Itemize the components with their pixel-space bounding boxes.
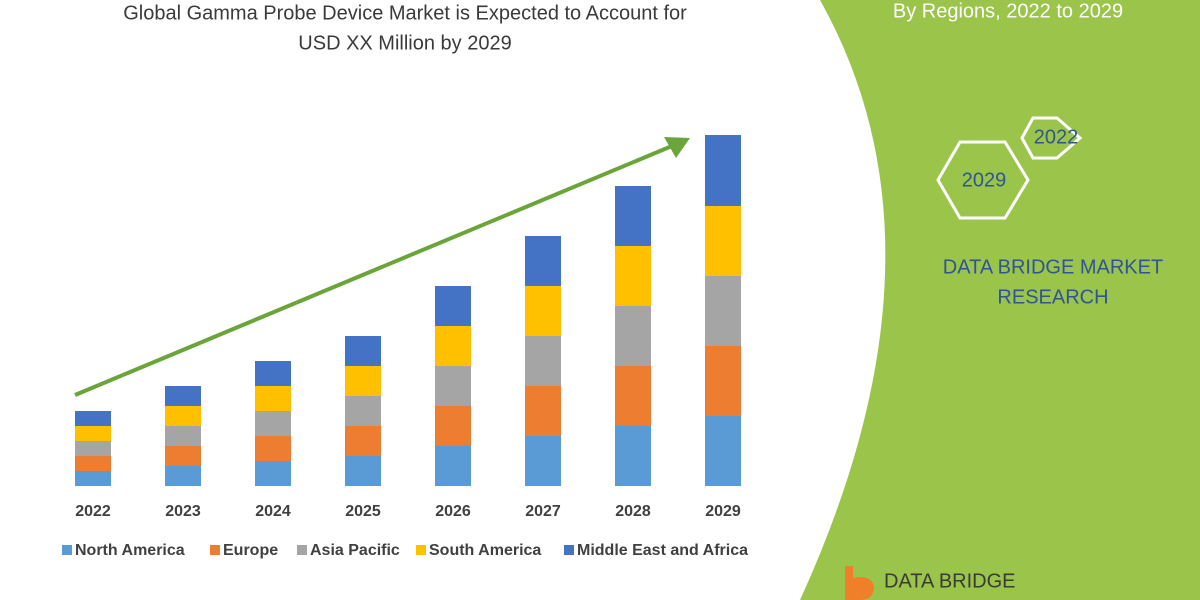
panel-subtitle: By Regions, 2022 to 2029 (893, 0, 1123, 22)
legend-swatch (62, 545, 72, 555)
x-tick-label: 2029 (705, 503, 741, 520)
legend-label: Middle East and Africa (577, 542, 748, 559)
bar-segment (525, 386, 561, 436)
bar-segment (525, 436, 561, 486)
bar-segment (615, 186, 651, 246)
x-tick-label: 2024 (255, 503, 291, 520)
legend-swatch (297, 545, 307, 555)
bar-segment (75, 426, 111, 441)
bar-segment (615, 306, 651, 366)
bar-segment (435, 286, 471, 326)
bar-segment (345, 396, 381, 426)
bar-segment (165, 426, 201, 446)
brand-name: RESEARCH (997, 286, 1108, 308)
bar-segment (75, 471, 111, 486)
logo-text: DATA BRIDGE (884, 570, 1016, 592)
x-tick-label: 2023 (165, 503, 201, 520)
bar-segment (705, 276, 741, 346)
bar-segment (435, 366, 471, 406)
chart-title: USD XX Million by 2029 (298, 32, 511, 54)
hexagon (1020, 116, 1083, 160)
bar-segment (75, 456, 111, 471)
x-tick-label: 2028 (615, 503, 651, 520)
bar-segment (705, 135, 741, 206)
bar-segment (255, 361, 291, 386)
bar-segment (435, 326, 471, 366)
bar-segment (705, 346, 741, 416)
legend-swatch (564, 545, 574, 555)
bar-segment (525, 236, 561, 286)
x-tick-label: 2022 (75, 503, 111, 520)
bar-segment (165, 446, 201, 466)
trend-arrow (74, 144, 673, 397)
x-tick-label: 2026 (435, 503, 471, 520)
x-tick-label: 2025 (345, 503, 381, 520)
bar-segment (165, 406, 201, 426)
legend-label: North America (75, 542, 185, 559)
bar-segment (75, 441, 111, 456)
bar-segment (345, 456, 381, 486)
bar-segment (615, 426, 651, 486)
bar-segment (255, 386, 291, 411)
hexagon-label: 2022 (1034, 126, 1079, 148)
arrow-head (664, 137, 690, 158)
side-panel (800, 0, 1200, 600)
bar-segment (525, 336, 561, 386)
bar-segment (615, 366, 651, 426)
hexagon (936, 140, 1030, 220)
x-tick-label: 2027 (525, 503, 561, 520)
hexagon-label: 2029 (962, 169, 1007, 191)
legend-swatch (210, 545, 220, 555)
bar-segment (255, 461, 291, 486)
bar-segment (435, 446, 471, 486)
legend-label: Europe (223, 542, 278, 559)
bar-segment (705, 416, 741, 486)
legend-label: Asia Pacific (310, 542, 400, 559)
bar-segment (705, 206, 741, 276)
bar-segment (165, 386, 201, 406)
legend-swatch (416, 545, 426, 555)
bar-segment (435, 406, 471, 446)
bar-segment (345, 426, 381, 456)
brand-name: DATA BRIDGE MARKET (943, 256, 1163, 278)
legend-label: South America (429, 542, 541, 559)
bar-segment (255, 411, 291, 436)
chart-title: Global Gamma Probe Device Market is Expe… (123, 2, 687, 24)
bar-segment (165, 466, 201, 486)
bar-segment (75, 411, 111, 426)
bar-segment (255, 436, 291, 461)
bar-segment (525, 286, 561, 336)
logo-icon (845, 566, 874, 600)
bar-segment (615, 246, 651, 306)
bar-segment (345, 366, 381, 396)
bar-segment (345, 336, 381, 366)
